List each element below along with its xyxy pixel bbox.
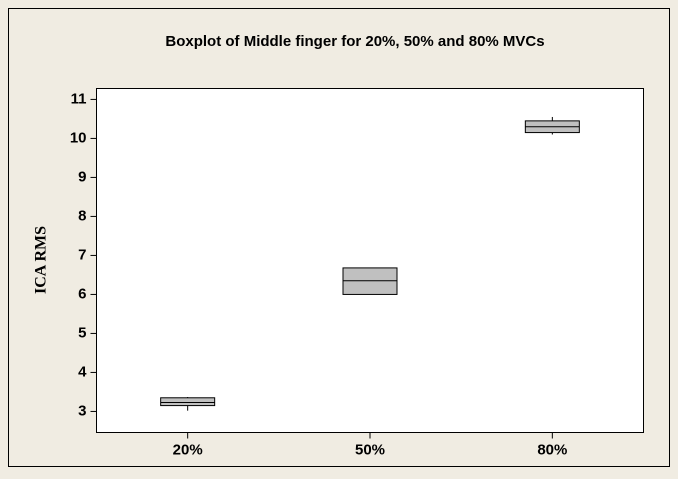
- y-tick-label: 9: [78, 168, 86, 185]
- x-tick-label: 50%: [355, 441, 385, 458]
- y-tick-label: 7: [78, 246, 86, 263]
- plot-area: [96, 88, 644, 433]
- box: [160, 397, 216, 407]
- y-tick-label: 5: [78, 324, 86, 341]
- y-tick-label: 11: [71, 90, 87, 107]
- x-tick-label: 20%: [173, 441, 203, 458]
- y-axis-label: ICA RMS: [33, 226, 50, 294]
- y-tick-label: 8: [78, 207, 86, 224]
- frame: [8, 8, 670, 467]
- chart-title: Boxplot of Middle finger for 20%, 50% an…: [165, 33, 544, 50]
- y-tick-label: 10: [70, 129, 87, 146]
- y-tick-label: 4: [78, 363, 87, 380]
- y-tick-label: 3: [78, 402, 86, 419]
- y-tick-label: 6: [78, 285, 86, 302]
- x-tick-label: 80%: [537, 441, 567, 458]
